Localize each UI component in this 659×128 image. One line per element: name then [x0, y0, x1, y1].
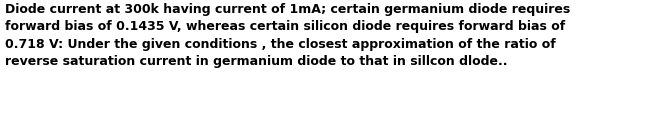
Text: Diode current at 300k having current of 1mA; certain germanium diode requires
fo: Diode current at 300k having current of …	[5, 3, 571, 68]
